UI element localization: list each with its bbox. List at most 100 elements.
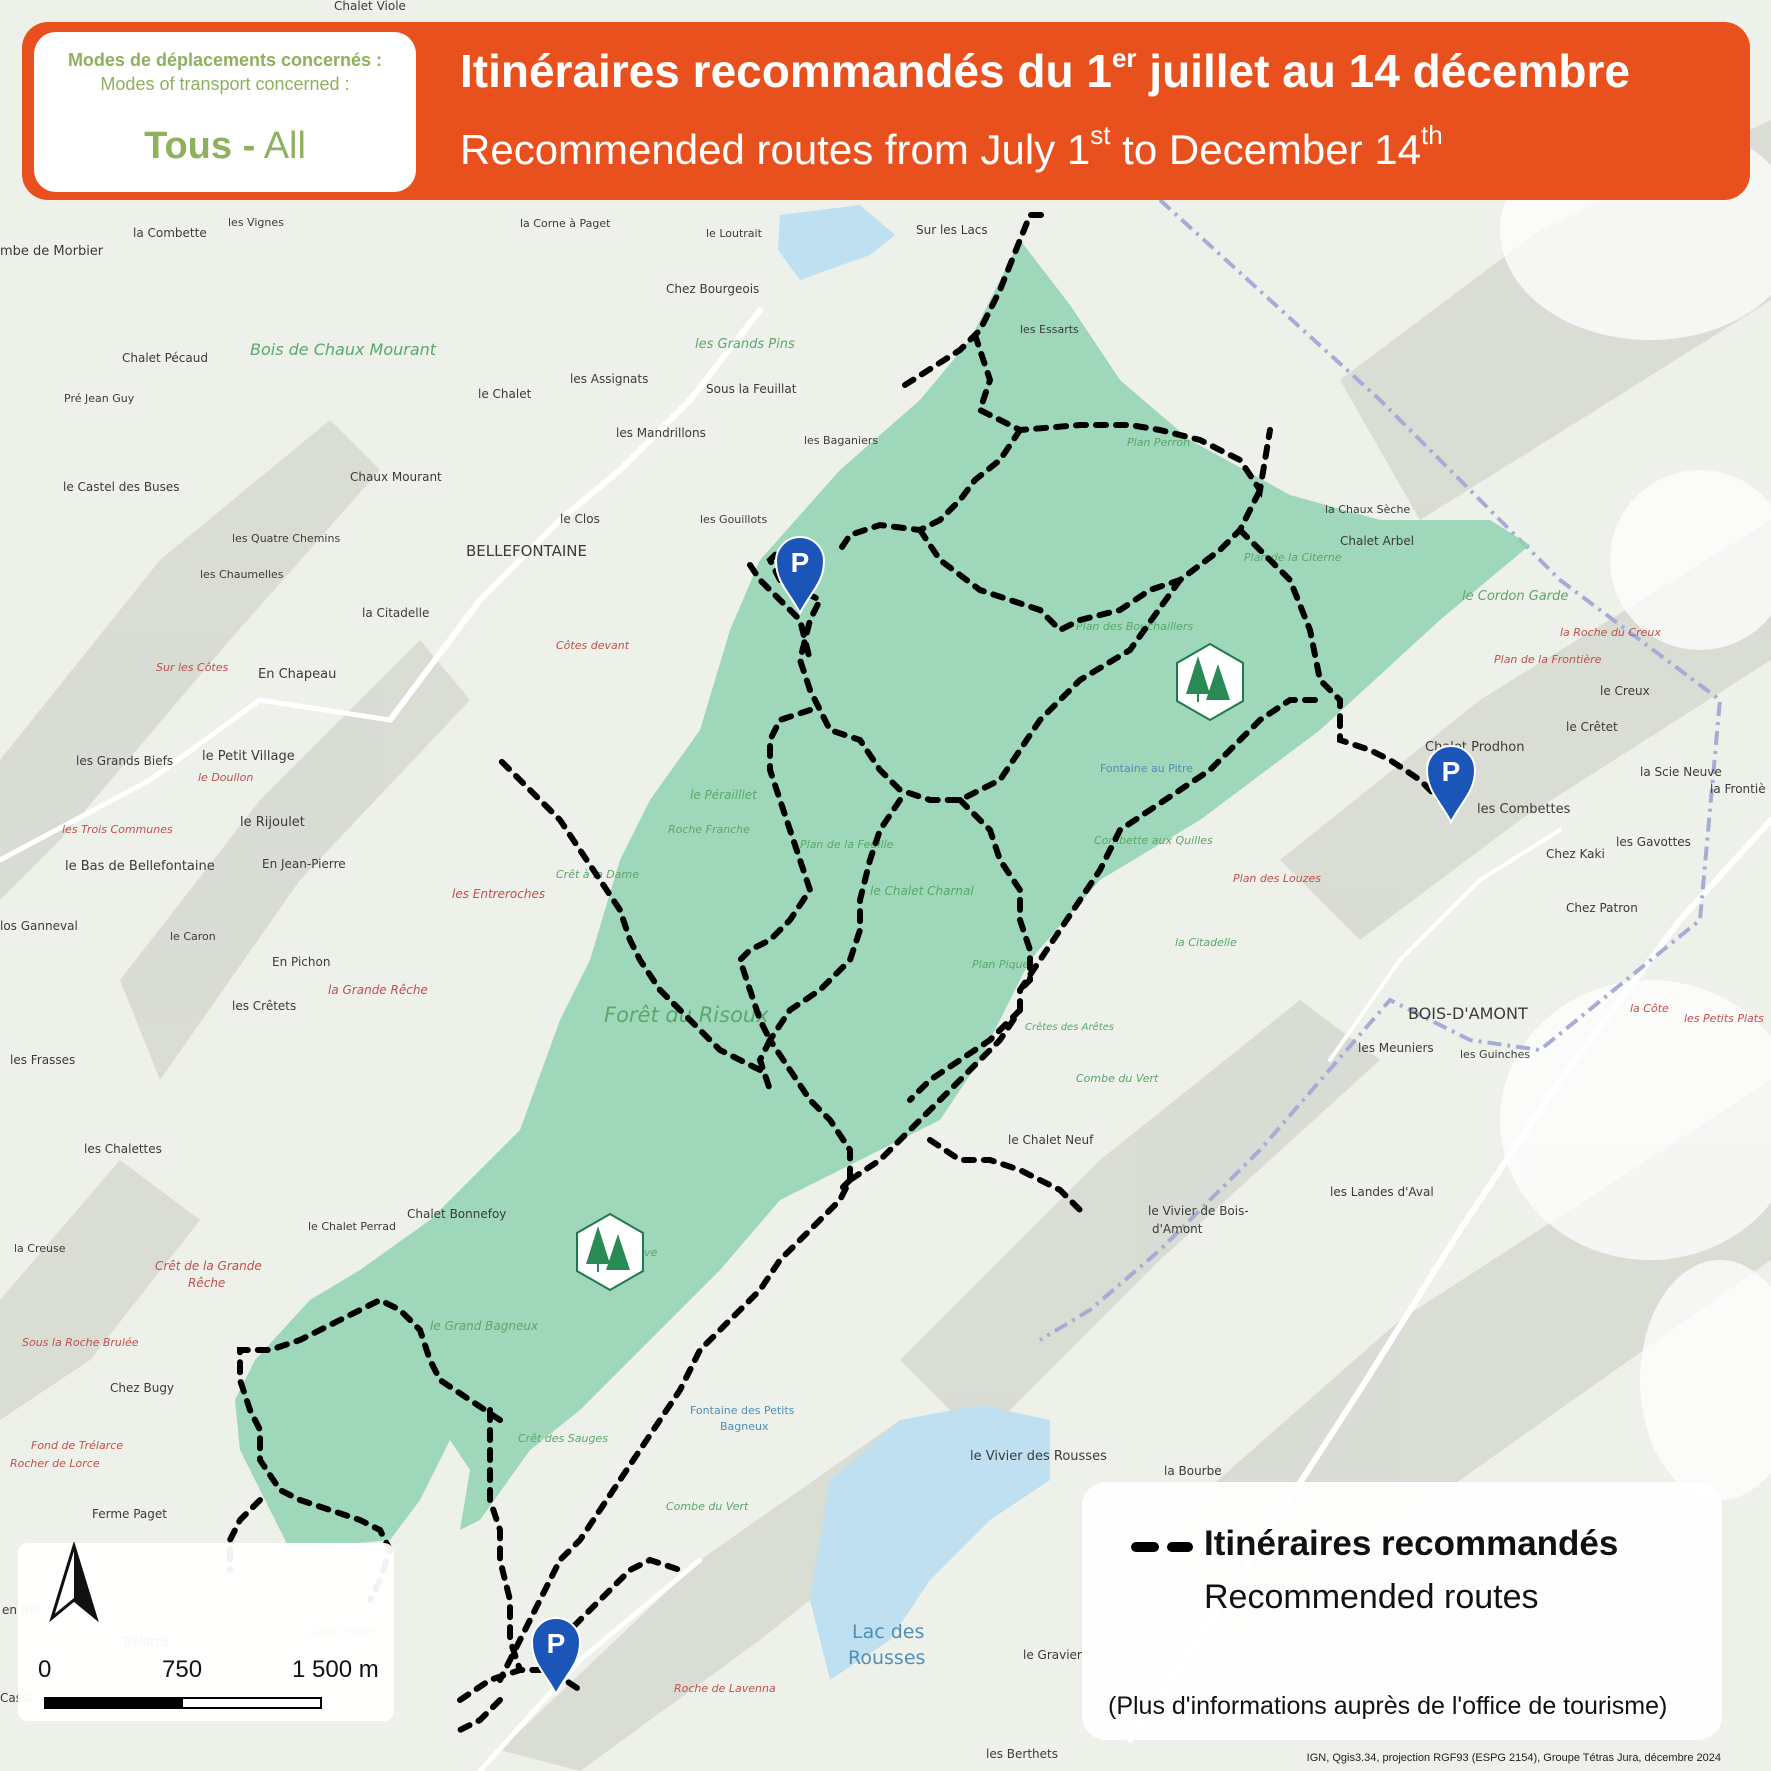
label-cret-sauges: Crêt des Sauges (518, 1432, 608, 1445)
title-en-part2: to December 14 (1110, 126, 1422, 173)
label-grands-pins: les Grands Pins (695, 337, 795, 352)
label-pre-jean-guy: Pré Jean Guy (64, 392, 135, 405)
label-vivier-bois-1: le Vivier de Bois- (1148, 1204, 1249, 1218)
label-fontaine-pitre: Fontaine au Pitre (1100, 762, 1193, 775)
label-plan-piquet: Plan Piquet (972, 958, 1034, 971)
label-la-garde: le Cordon Garde (1462, 589, 1568, 604)
parking-marker-north[interactable]: P (774, 536, 826, 616)
label-la-citadelle: la Citadelle (362, 606, 429, 620)
label-corne-paget: la Corne à Paget (520, 217, 611, 230)
modes-value-en: All (263, 125, 306, 167)
label-plan-perron: Plan Perron (1127, 436, 1190, 449)
label-lac-rousses-2: Rousses (848, 1647, 925, 1669)
north-arrow-icon (49, 1542, 99, 1622)
label-trois-communes: les Trois Communes (62, 823, 173, 836)
label-morbier: mbe de Morbier (0, 244, 104, 259)
legend-info-note: (Plus d'informations auprès de l'office … (1108, 1692, 1668, 1720)
label-plan-frontiere: Plan de la Frontière (1494, 653, 1602, 666)
label-chez-kaki: Chez Kaki (1546, 847, 1605, 861)
route-legend-swatch (1131, 1542, 1193, 1552)
label-combe-du-vert2: Combe du Vert (666, 1500, 749, 1513)
label-le-caron: le Caron (170, 930, 216, 943)
label-bellefontaine: BELLEFONTAINE (466, 542, 587, 560)
parking-marker-label: P (791, 547, 810, 578)
legend-routes-en: Recommended routes (1204, 1578, 1539, 1616)
label-les-meuniers: les Meuniers (1358, 1041, 1434, 1055)
transport-mode-box: Modes de déplacements concernés : Modes … (34, 32, 416, 192)
label-plan-louzes: Plan des Louzes (1233, 872, 1321, 885)
label-fond-trelarce: Fond de Trélarce (31, 1439, 123, 1452)
label-chaux-mourant: Chaux Mourant (350, 470, 442, 484)
title-fr-sup: er (1111, 43, 1137, 73)
title-en-sup2: th (1421, 120, 1443, 150)
roads (0, 307, 1771, 1771)
label-cotes-devant: Côtes devant (556, 639, 630, 652)
label-roche-lavenna: Roche de Lavenna (674, 1682, 776, 1695)
label-sur-les-lacs: Sur les Lacs (916, 223, 988, 237)
label-les-gouillots: les Gouillots (700, 513, 767, 526)
label-la-combette: la Combette (133, 226, 207, 240)
label-sur-les-cotes: Sur les Côtes (156, 661, 229, 674)
label-le-doullon: le Doullon (198, 771, 253, 784)
label-la-chaux-seche: la Chaux Sèche (1325, 503, 1410, 516)
label-la-citadelle2: la Citadelle (1175, 936, 1237, 949)
label-fontaine-petits-2: Bagneux (720, 1420, 769, 1433)
label-plan-bouchaillers: Plan des Bouchaillers (1076, 620, 1193, 633)
label-la-frontiere: la Frontiè (1710, 782, 1766, 796)
label-les-combettes: les Combettes (1477, 802, 1571, 817)
parking-marker-south[interactable]: P (530, 1617, 582, 1697)
label-les-frasses: les Frasses (10, 1053, 75, 1067)
label-bas-bellefontaine: le Bas de Bellefontaine (65, 859, 215, 874)
label-combe-vert: Combe du Vert (1076, 1072, 1159, 1085)
label-le-clos: le Clos (560, 512, 600, 526)
label-le-creux: le Creux (1600, 684, 1650, 698)
label-foret-risoux: Forêt du Risoux (604, 1003, 769, 1027)
label-le-perailllet: le Pérailllet (690, 788, 758, 802)
forest-tree-icon (1176, 642, 1244, 722)
label-castel-buses: le Castel des Buses (63, 480, 180, 494)
label-bois-chaux: Bois de Chaux Mourant (250, 340, 437, 359)
label-cret-grande-reche-1: Crêt de la Grande (155, 1259, 262, 1273)
label-cret-grande-reche-2: Rêche (188, 1276, 225, 1290)
title-english: Recommended routes from July 1st to Dece… (460, 122, 1443, 174)
label-roche-du-creux: la Roche du Creux (1560, 626, 1661, 639)
national-border (1038, 198, 1723, 1342)
title-en-part1: Recommended routes from July 1 (460, 126, 1091, 173)
title-fr-part1: Itinéraires recommandés du 1 (460, 45, 1112, 97)
label-la-bourbe: la Bourbe (1164, 1464, 1222, 1478)
label-roche-franche: Roche Franche (668, 823, 750, 836)
label-combette-quilles: Combette aux Quilles (1094, 834, 1213, 847)
route-southwest-loop (237, 1296, 503, 1603)
label-les-baganiers: les Baganiers (804, 434, 878, 447)
label-quatre-chemins: les Quatre Chemins (232, 532, 340, 545)
label-en-pichon: En Pichon (272, 955, 330, 969)
label-les-berthets: les Berthets (986, 1747, 1058, 1761)
label-bois-damont: BOIS-D'AMONT (1408, 1004, 1528, 1023)
title-french: Itinéraires recommandés du 1er juillet a… (460, 44, 1630, 98)
modes-value-fr: Tous - (144, 125, 256, 167)
label-vivier-bois-2: d'Amont (1152, 1222, 1203, 1236)
lake-north (778, 205, 895, 280)
label-grande-reche: la Grande Rêche (328, 983, 428, 997)
lake-des-rousses (810, 1405, 1050, 1680)
label-grands-biefs: les Grands Biefs (76, 754, 173, 768)
modes-value: Tous - All (34, 125, 416, 168)
label-sous-la-feuillat: Sous la Feuillat (706, 382, 797, 396)
label-les-mandrillons: les Mandrillons (616, 426, 706, 440)
label-sous-roche-brulee: Sous la Roche Brulée (22, 1336, 139, 1349)
title-en-sup1: st (1090, 120, 1111, 150)
map-legend: Itinéraires recommandés Recommended rout… (1082, 1482, 1722, 1740)
parking-marker-east[interactable]: P (1425, 745, 1477, 825)
label-chalet-charnal: le Chalet Charnal (870, 884, 974, 898)
title-fr-part2: juillet au 14 décembre (1136, 45, 1630, 97)
label-vivier-rousses: le Vivier des Rousses (970, 1449, 1107, 1464)
label-petit-village: le Petit Village (202, 749, 295, 764)
forest-protection-zone (235, 240, 1530, 1550)
label-chez-bugy: Chez Bugy (110, 1381, 174, 1395)
label-les-assignats: les Assignats (570, 372, 648, 386)
forest-tree-icon (576, 1212, 644, 1292)
label-la-creuse: la Creuse (14, 1242, 66, 1255)
parking-marker-label: P (1442, 756, 1461, 787)
label-les-gavottes: les Gavottes (1616, 835, 1691, 849)
